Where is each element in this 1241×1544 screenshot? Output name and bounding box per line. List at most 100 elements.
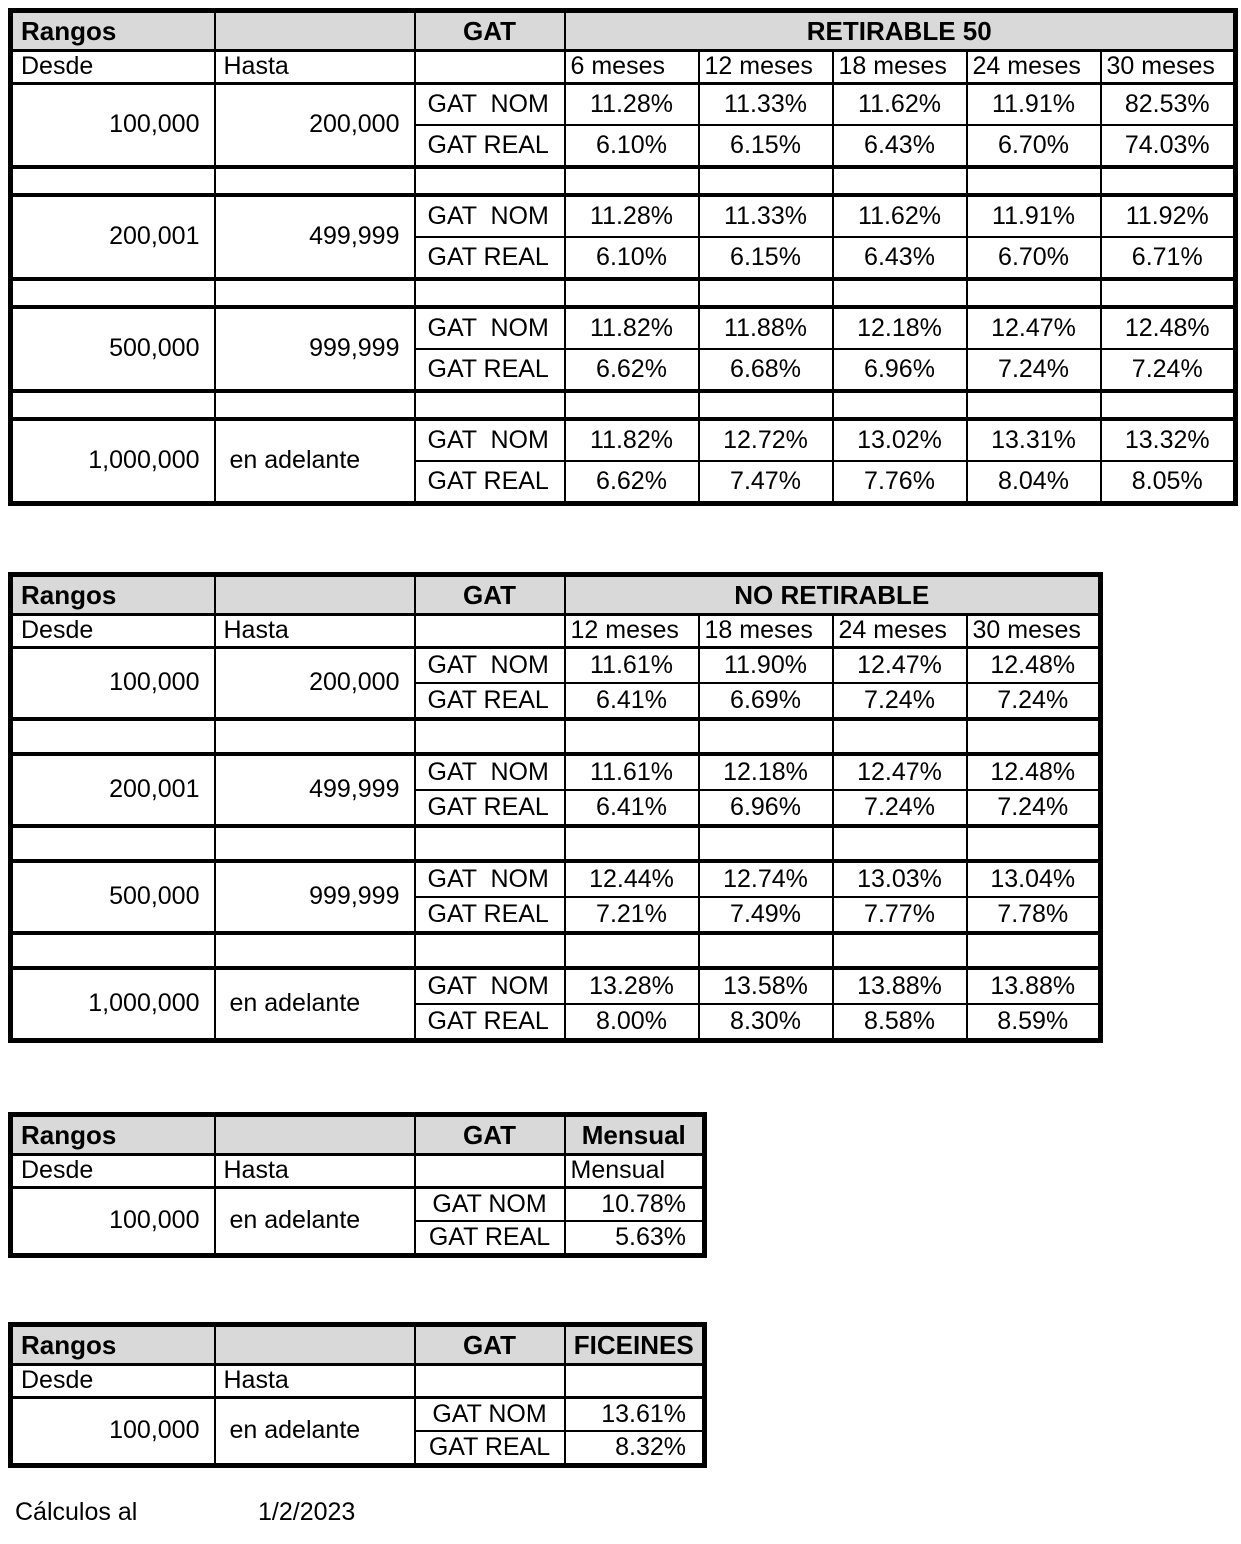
spacer-cell	[1099, 165, 1237, 197]
spacer-cell	[965, 824, 1102, 863]
gat-real-label: GAT REAL	[413, 460, 566, 506]
rate-value: 6.96%	[697, 789, 834, 828]
rate-value: 11.82%	[563, 306, 700, 350]
table-row: 100,000 200,000 GAT NOM 11.28% 11.33% 11…	[9, 82, 1237, 168]
rate-value: 8.32%	[563, 1430, 706, 1468]
rate-value: 8.05%	[1099, 460, 1237, 506]
spacer-row	[9, 931, 1102, 970]
blank-header-cell	[213, 1323, 416, 1366]
gat-nom-label: GAT NOM	[413, 860, 566, 898]
rate-value: 7.24%	[965, 682, 1102, 721]
rate-value: 13.58%	[697, 967, 834, 1005]
rate-value: 8.58%	[831, 1003, 968, 1043]
range-from: 100,000	[9, 1396, 216, 1467]
gat-nom-label: GAT NOM	[413, 967, 566, 1005]
rate-value: 13.04%	[965, 860, 1102, 898]
gat-nom-label: GAT NOM	[413, 82, 566, 126]
table-title: Mensual	[563, 1113, 706, 1156]
rate-value: 8.00%	[563, 1003, 700, 1043]
rate-value: 11.33%	[697, 194, 834, 238]
blank-cell	[413, 1363, 566, 1399]
spacer-cell	[831, 277, 968, 309]
rate-value: 13.88%	[965, 967, 1102, 1005]
rangos-header: Rangos	[9, 1113, 216, 1156]
rate-value: 7.24%	[831, 789, 968, 828]
spacer-cell	[413, 931, 566, 970]
month-header: 12 meses	[563, 613, 700, 649]
rate-value: 13.31%	[965, 418, 1102, 462]
range-to: 499,999	[213, 753, 416, 827]
range-to: 200,000	[213, 82, 416, 168]
spacer-cell	[831, 931, 968, 970]
spacer-cell	[965, 165, 1102, 197]
range-from: 200,001	[9, 753, 216, 827]
rate-value: 7.24%	[1099, 348, 1237, 393]
month-header: 30 meses	[1099, 49, 1237, 85]
subheader-cell: Mensual	[563, 1153, 706, 1189]
calculations-date-value: 1/2/2023	[258, 1498, 356, 1526]
month-header: 18 meses	[697, 613, 834, 649]
table-row: Desde Hasta 12 meses 18 meses 24 meses 3…	[9, 613, 1102, 649]
spacer-cell	[1099, 389, 1237, 421]
gat-real-label: GAT REAL	[413, 896, 566, 935]
table-retirable-50: Rangos GAT RETIRABLE 50 Desde Hasta 6 me…	[8, 8, 1238, 506]
table-row: GAT REAL 5.63%	[11, 1220, 706, 1258]
rate-value: 12.47%	[831, 646, 968, 684]
spacer-cell	[831, 165, 968, 197]
rate-value: 12.48%	[1099, 306, 1237, 350]
rate-value: 11.91%	[965, 82, 1102, 126]
spacer-cell	[9, 824, 216, 863]
rate-value: 6.62%	[563, 348, 700, 393]
spacer-cell	[413, 824, 566, 863]
spacer-cell	[697, 165, 834, 197]
table-row: GAT REAL 6.62% 6.68% 6.96% 7.24% 7.24%	[11, 348, 1237, 393]
rate-value: 12.47%	[831, 753, 968, 791]
spacer-cell	[563, 717, 700, 756]
gat-header: GAT	[413, 573, 566, 616]
rate-value: 7.76%	[831, 460, 968, 506]
table-row: GAT REAL 8.32%	[11, 1430, 706, 1468]
spacer-row	[9, 277, 1237, 309]
spacer-cell	[213, 389, 416, 421]
gat-header: GAT	[413, 9, 566, 52]
footer: Cálculos al 1/2/2023	[15, 1498, 355, 1527]
range-from: 1,000,000	[9, 418, 216, 505]
table-row: GAT REAL 6.10% 6.15% 6.43% 6.70% 74.03%	[11, 124, 1237, 169]
spacer-cell	[697, 389, 834, 421]
month-header: 6 meses	[563, 49, 700, 85]
spacer-cell	[563, 277, 700, 309]
spacer-row	[9, 165, 1237, 197]
spacer-cell	[413, 165, 566, 197]
rate-value: 74.03%	[1099, 124, 1237, 169]
spacer-cell	[413, 389, 566, 421]
rate-value: 7.49%	[697, 896, 834, 935]
rate-value: 6.10%	[563, 236, 700, 281]
spacer-cell	[213, 931, 416, 970]
table-row: GAT REAL 6.10% 6.15% 6.43% 6.70% 6.71%	[11, 236, 1237, 281]
spacer-row	[9, 717, 1102, 756]
range-from: 100,000	[9, 646, 216, 720]
hasta-header: Hasta	[213, 613, 416, 649]
gat-real-label: GAT REAL	[413, 789, 566, 828]
month-header: 12 meses	[697, 49, 834, 85]
hasta-header: Hasta	[213, 1363, 416, 1399]
spacer-cell	[831, 389, 968, 421]
subheader-cell	[563, 1363, 706, 1399]
rate-value: 6.69%	[697, 682, 834, 721]
table-row: GAT REAL 6.41% 6.69% 7.24% 7.24%	[11, 682, 1102, 721]
range-from: 100,000	[9, 82, 216, 168]
rate-value: 6.70%	[965, 124, 1102, 169]
table-row: 1,000,000 en adelante GAT NOM 11.82% 12.…	[9, 418, 1237, 505]
spacer-cell	[697, 277, 834, 309]
spacer-cell	[697, 717, 834, 756]
rate-value: 13.32%	[1099, 418, 1237, 462]
rangos-header: Rangos	[9, 9, 216, 52]
table-row: Rangos GAT Mensual	[9, 1113, 706, 1156]
table-mensual: Rangos GAT Mensual Desde Hasta Mensual 1…	[8, 1112, 707, 1258]
rate-value: 10.78%	[563, 1186, 706, 1222]
rate-value: 8.30%	[697, 1003, 834, 1043]
rate-value: 12.44%	[563, 860, 700, 898]
gat-nom-label: GAT NOM	[413, 1186, 566, 1222]
rate-value: 6.70%	[965, 236, 1102, 281]
rate-value: 6.43%	[831, 124, 968, 169]
